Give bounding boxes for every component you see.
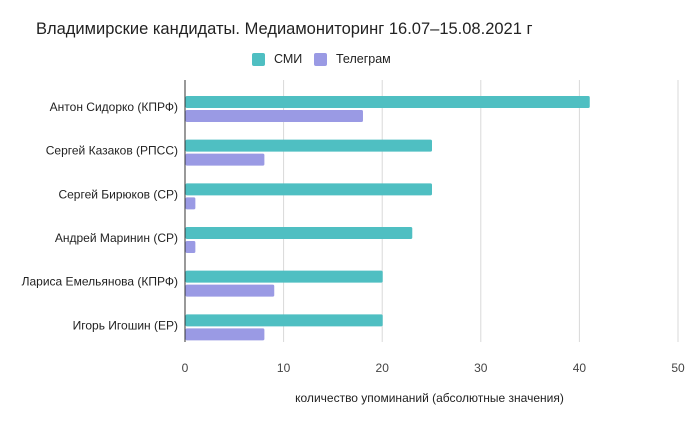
legend-item-telegram: Телеграм	[314, 52, 391, 66]
x-tick-label: 40	[573, 361, 587, 375]
x-tick-label: 20	[376, 361, 390, 375]
legend-swatch-telegram	[314, 52, 327, 66]
bar-smi	[185, 227, 413, 239]
legend-label-smi: СМИ	[274, 52, 303, 66]
category-label: Игорь Игошин (ЕР)	[73, 318, 178, 332]
x-tick-label: 10	[277, 361, 291, 375]
x-tick-label: 50	[671, 361, 685, 375]
bar-telegram	[185, 110, 363, 122]
bar-telegram	[185, 153, 265, 166]
bar-smi	[185, 96, 590, 108]
category-label: Лариса Емельянова (КПРФ)	[22, 275, 178, 289]
bar-telegram	[185, 197, 196, 210]
x-tick-label: 30	[474, 361, 488, 375]
legend-swatch-smi	[252, 52, 265, 66]
bar-smi	[185, 314, 383, 327]
x-tick-label: 0	[182, 361, 189, 375]
bar-smi	[185, 183, 432, 196]
category-label: Сергей Казаков (РПСС)	[46, 144, 178, 158]
category-label: Андрей Маринин (СР)	[55, 231, 178, 245]
x-axis-title: количество упоминаний (абсолютные значен…	[295, 391, 564, 405]
chart-title: Владимирские кандидаты. Медиамониторинг …	[36, 20, 533, 38]
legend-label-telegram: Телеграм	[336, 52, 391, 66]
bar-telegram	[185, 284, 275, 297]
bar-telegram	[185, 328, 265, 341]
bar-smi	[185, 139, 432, 152]
bar-smi	[185, 270, 383, 283]
bar-telegram	[185, 241, 196, 253]
category-label: Антон Сидорко (КПРФ)	[50, 100, 178, 114]
legend-item-smi: СМИ	[252, 52, 302, 66]
category-label: Сергей Бирюков (СР)	[58, 187, 178, 201]
